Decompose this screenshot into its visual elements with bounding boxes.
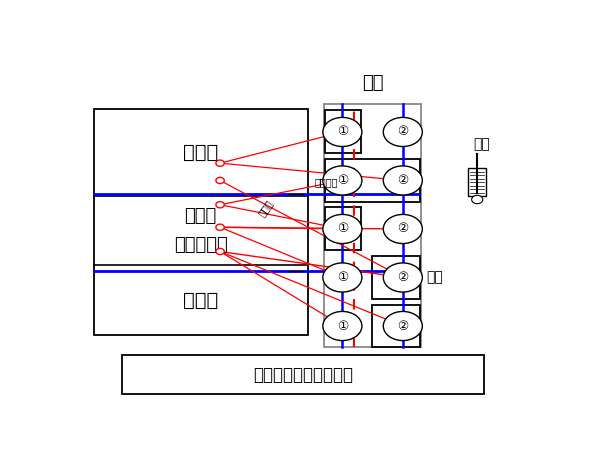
Text: 沉淀池: 沉淀池 <box>183 291 218 310</box>
Circle shape <box>216 224 224 230</box>
Text: ①: ① <box>337 174 348 187</box>
Text: 进浆管: 进浆管 <box>256 198 275 218</box>
Circle shape <box>383 311 422 341</box>
Bar <box>121 356 484 394</box>
Circle shape <box>216 248 224 255</box>
Text: ②: ② <box>397 271 409 284</box>
Text: ②: ② <box>397 174 409 187</box>
Circle shape <box>383 215 422 243</box>
Text: 沉淀池: 沉淀池 <box>183 143 218 162</box>
Text: 临时材料和设备堆放区: 临时材料和设备堆放区 <box>253 365 353 383</box>
Circle shape <box>472 195 483 204</box>
Text: 吊车: 吊车 <box>473 137 490 151</box>
Text: ②: ② <box>397 320 409 333</box>
Circle shape <box>383 263 422 292</box>
Text: 钻机: 钻机 <box>426 270 443 284</box>
Text: 泥浆沉槽: 泥浆沉槽 <box>314 177 338 187</box>
Circle shape <box>383 166 422 195</box>
Circle shape <box>323 215 362 243</box>
Text: ①: ① <box>337 271 348 284</box>
Circle shape <box>323 311 362 341</box>
Text: 泥浆泵
集中造浆池: 泥浆泵 集中造浆池 <box>173 207 227 254</box>
Bar <box>325 110 361 153</box>
Bar <box>371 305 421 347</box>
Text: ①: ① <box>337 320 348 333</box>
Bar <box>325 207 361 251</box>
Bar <box>94 109 308 335</box>
Text: 钻机: 钻机 <box>362 74 383 92</box>
Text: ①: ① <box>337 126 348 139</box>
Bar <box>371 256 421 299</box>
Circle shape <box>323 263 362 292</box>
Circle shape <box>323 166 362 195</box>
Circle shape <box>216 202 224 208</box>
Bar <box>324 104 421 347</box>
Bar <box>325 159 421 202</box>
Bar <box>469 168 486 196</box>
Text: ②: ② <box>397 222 409 235</box>
Circle shape <box>216 177 224 184</box>
Text: ①: ① <box>337 222 348 235</box>
Circle shape <box>323 117 362 147</box>
Circle shape <box>383 117 422 147</box>
Text: ②: ② <box>397 126 409 139</box>
Circle shape <box>216 160 224 166</box>
